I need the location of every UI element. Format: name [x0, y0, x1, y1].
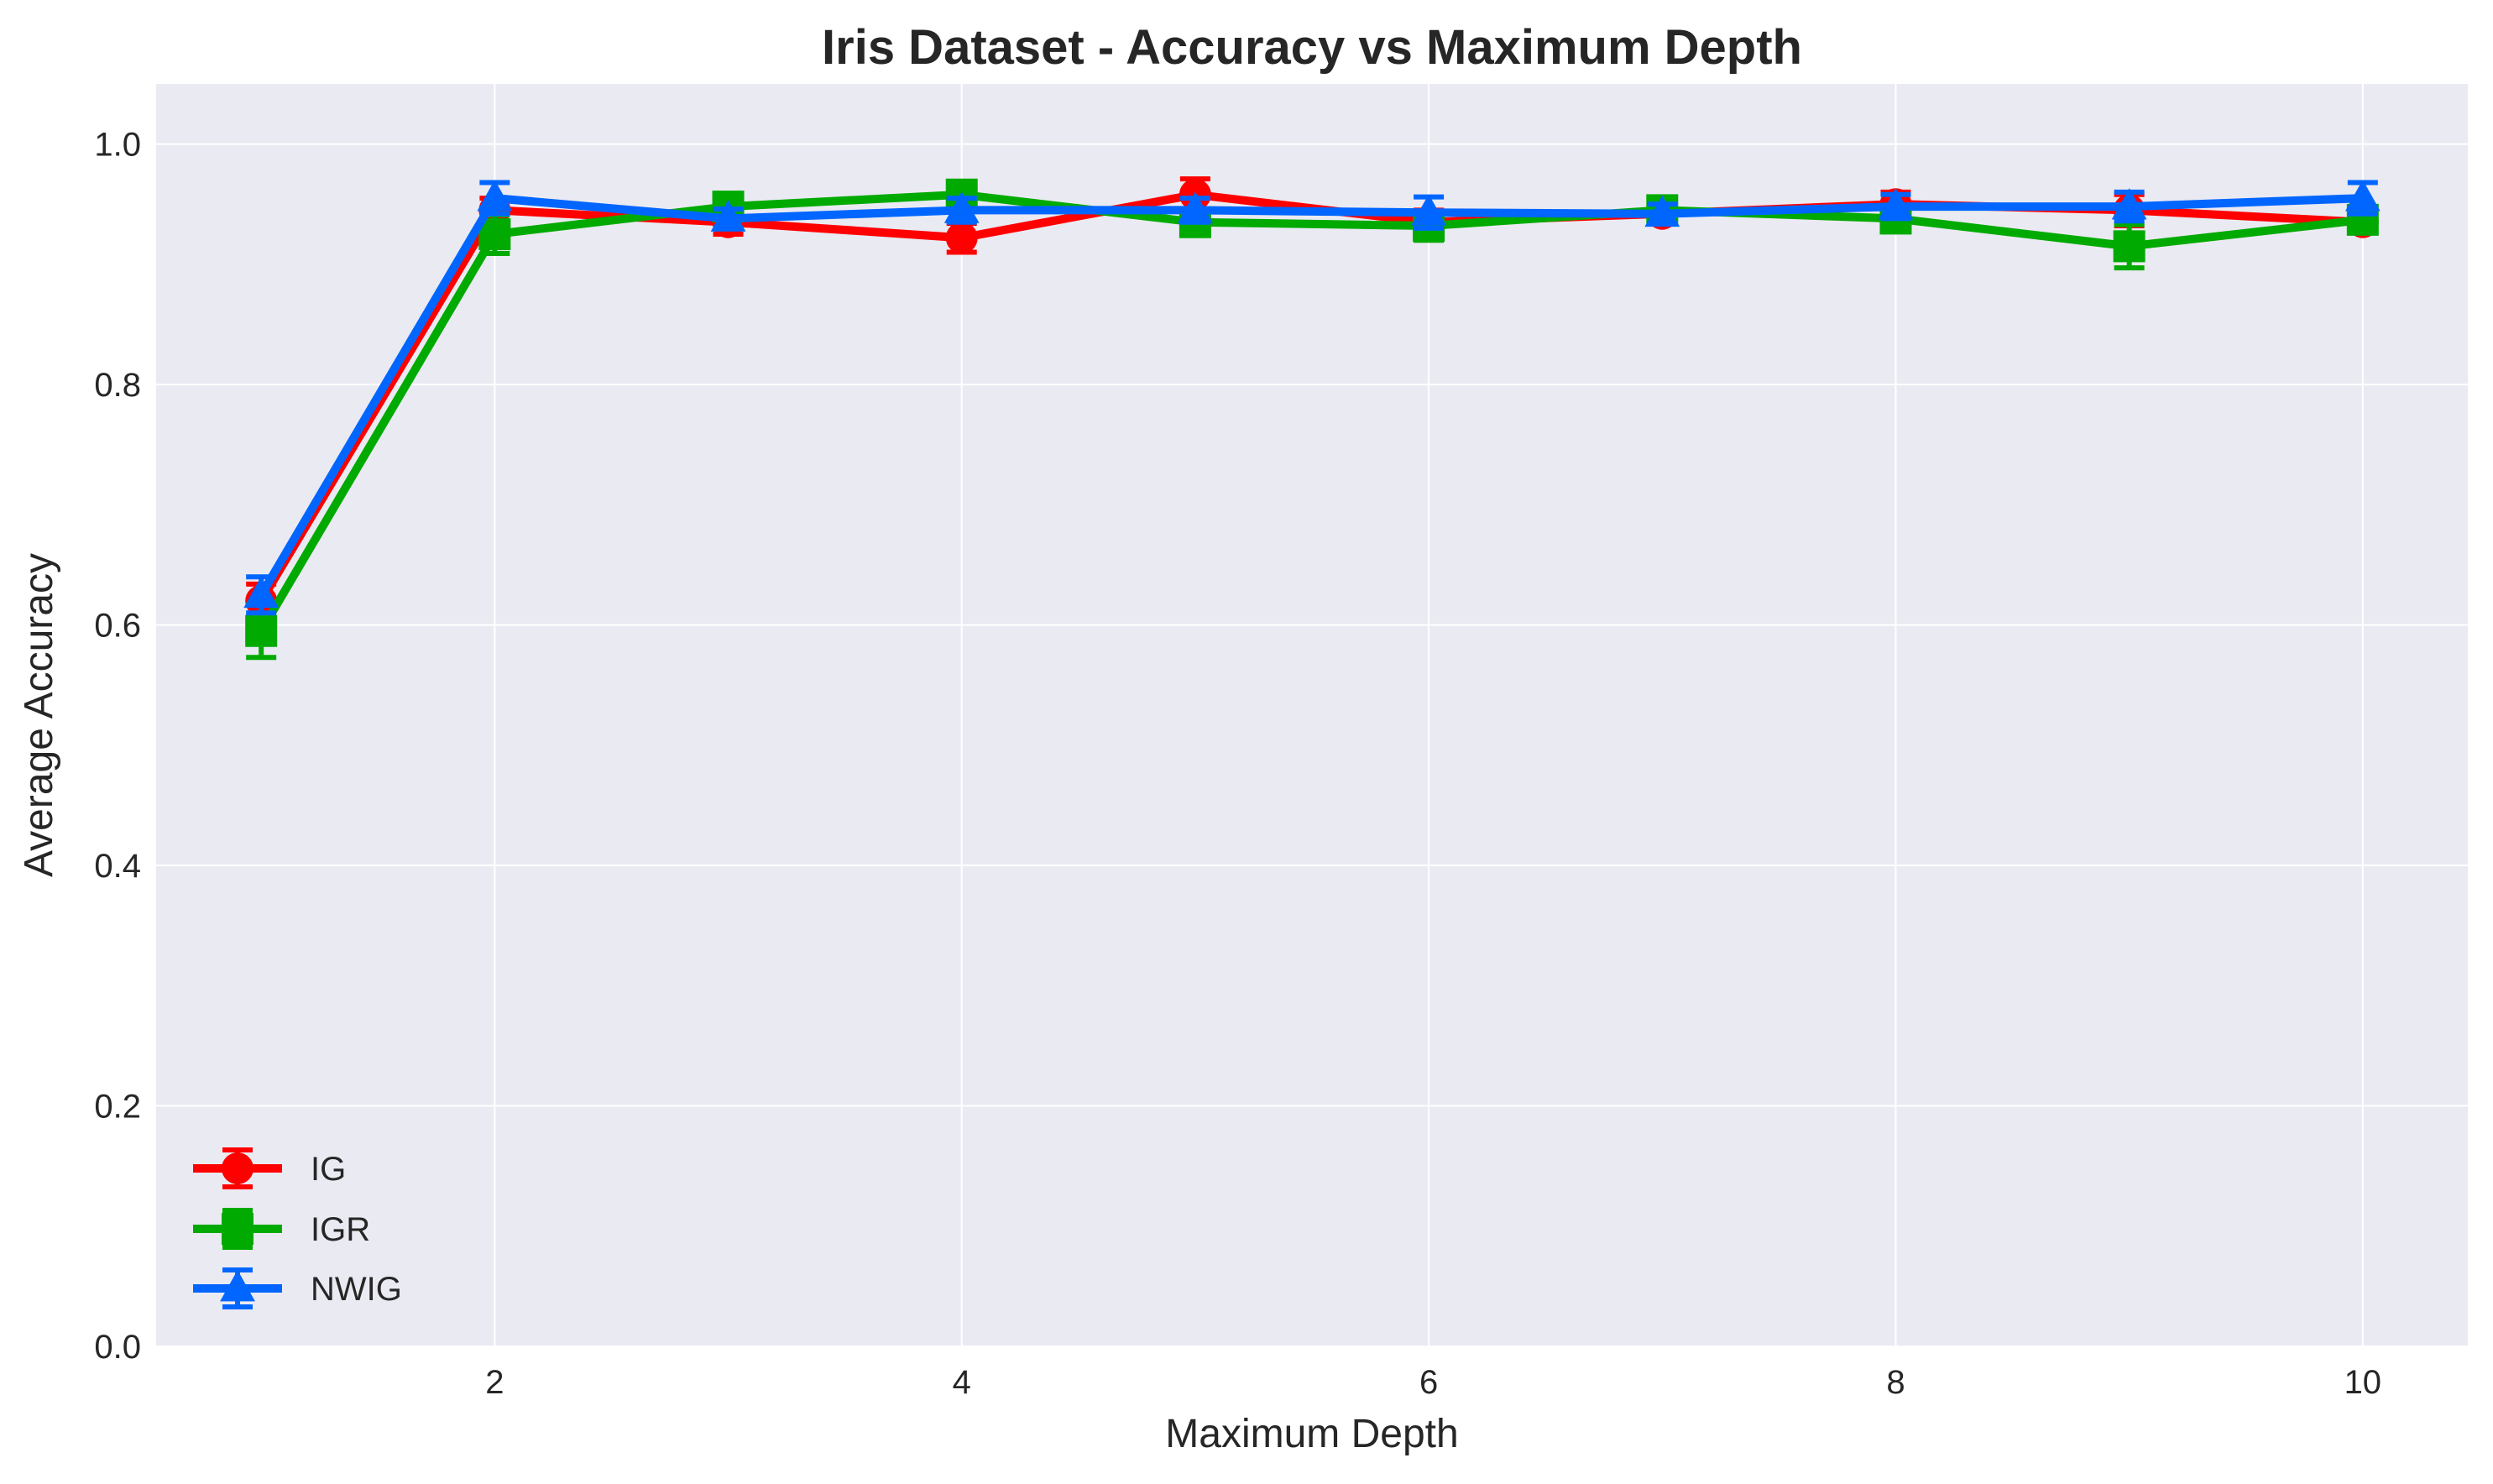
data-point — [1178, 191, 1213, 223]
x-tick-labels: 2 4 6 8 10 — [485, 1364, 2381, 1401]
y-tick-label: 0.0 — [94, 1329, 141, 1366]
data-point — [1644, 195, 1680, 227]
y-tick-label: 0.8 — [94, 367, 141, 404]
grid-lines — [156, 84, 2468, 1347]
legend-label: IGR — [311, 1211, 370, 1248]
series-line — [257, 194, 2363, 598]
series-nwig — [243, 180, 2381, 616]
data-point — [477, 180, 513, 212]
y-tick-labels: 0.0 0.2 0.4 0.6 0.8 1.0 — [94, 127, 141, 1366]
series-line — [257, 190, 2364, 634]
data-point — [1878, 188, 1914, 220]
x-tick-label: 6 — [1419, 1364, 1438, 1401]
legend-label: IG — [311, 1151, 346, 1188]
data-point — [2111, 188, 2147, 220]
data-point — [943, 191, 980, 223]
x-tick-label: 8 — [1886, 1364, 1905, 1401]
y-tick-label: 1.0 — [94, 127, 141, 164]
legend-entry-igr: IGR — [193, 1208, 370, 1250]
data-point — [710, 200, 746, 232]
series-layer — [243, 176, 2381, 661]
data-point — [245, 614, 278, 647]
x-tick-label: 4 — [953, 1364, 971, 1401]
data-point — [1411, 194, 1446, 226]
legend: IG IGR NWIG — [193, 1147, 402, 1309]
chart-title: Iris Dataset - Accuracy vs Maximum Depth — [822, 20, 1802, 75]
y-axis-label: Average Accuracy — [17, 553, 61, 877]
y-tick-label: 0.2 — [94, 1089, 141, 1126]
x-axis-label: Maximum Depth — [1165, 1412, 1458, 1456]
data-point — [243, 576, 280, 609]
data-point — [2113, 230, 2145, 263]
data-point — [945, 222, 978, 254]
x-tick-label: 10 — [2344, 1364, 2382, 1401]
legend-entry-ig: IG — [193, 1147, 346, 1189]
data-point — [2344, 180, 2381, 212]
x-tick-label: 2 — [485, 1364, 504, 1401]
legend-entry-nwig: NWIG — [193, 1267, 402, 1309]
legend-marker — [222, 1213, 253, 1245]
y-tick-label: 0.4 — [94, 848, 141, 885]
legend-label: NWIG — [311, 1271, 402, 1308]
legend-marker — [220, 1270, 255, 1302]
plot-area — [156, 84, 2468, 1346]
legend-marker — [222, 1152, 253, 1184]
y-tick-label: 0.6 — [94, 608, 141, 645]
